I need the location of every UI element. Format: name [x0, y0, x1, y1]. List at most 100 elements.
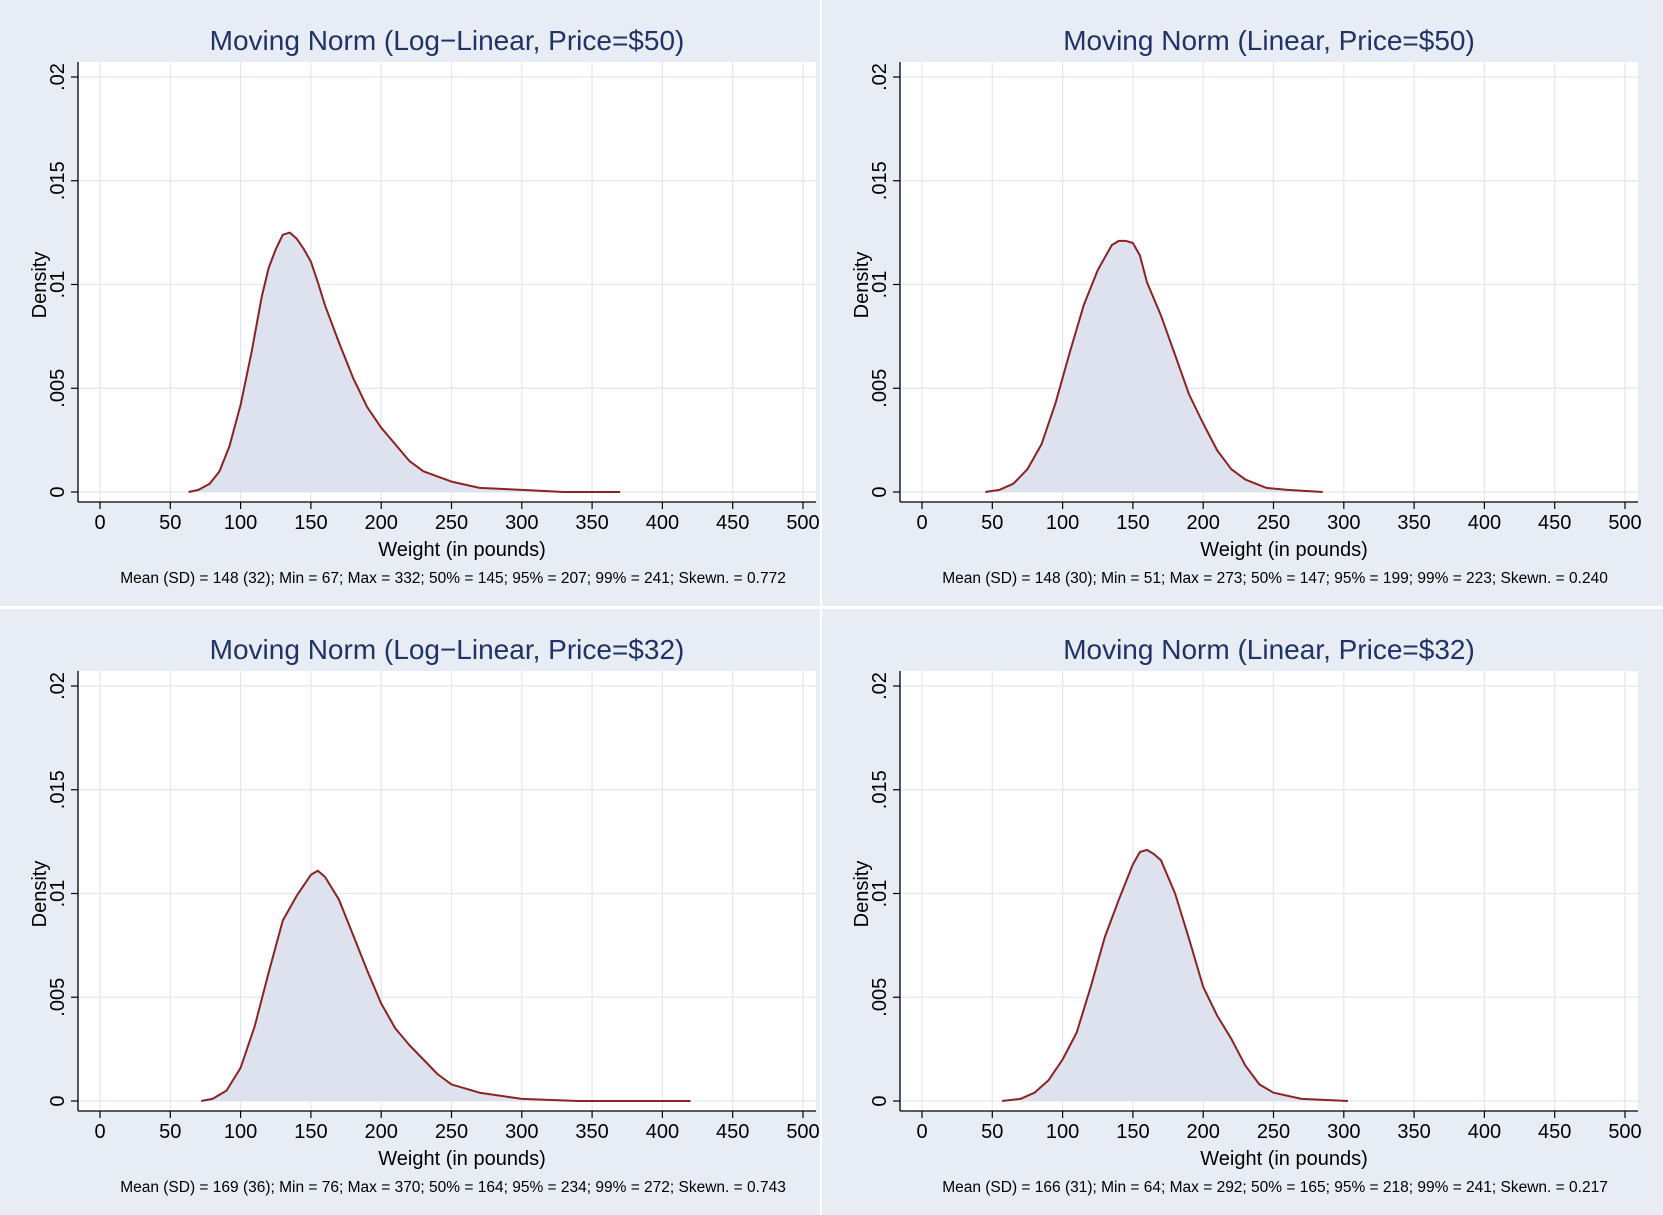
x-tick-label: 100: [1046, 512, 1079, 534]
density-line: [201, 869, 691, 1102]
x-tick-label: 450: [716, 512, 749, 534]
chart-title: Moving Norm (Linear, Price=$32): [1063, 634, 1475, 665]
y-tick-label: .015: [47, 161, 69, 200]
x-tick-label: 50: [159, 512, 181, 534]
chart-title: Moving Norm (Log−Linear, Price=$32): [210, 634, 685, 665]
y-tick-label: .02: [869, 672, 891, 700]
y-tick-label: .02: [47, 672, 69, 700]
density-line: [985, 239, 1323, 493]
summary-note: Mean (SD) = 148 (32); Min = 67; Max = 33…: [120, 570, 786, 587]
panel-divider: [0, 606, 1663, 609]
chart-title: Moving Norm (Linear, Price=$50): [1063, 25, 1475, 56]
histogram-area: [1002, 849, 1349, 1101]
x-axis-label: Weight (in pounds): [1200, 539, 1368, 561]
chart-panel: 0 50 100 150 200 250 300 350 400 450 500 0 .005 .01 .0…: [822, 0, 1642, 604]
y-tick-label: 0: [47, 1095, 69, 1106]
y-tick-label: 0: [869, 486, 891, 497]
y-tick-label: .005: [869, 978, 891, 1017]
chart-svg: 0 50 100 150 200 250 300 350 400 450 500 0 .005 .01 .0…: [851, 634, 1642, 1196]
plot-area: [78, 62, 816, 502]
chart-panel: 0 50 100 150 200 250 300 350 400 450 500 0 .005 .01 .0…: [0, 0, 820, 604]
x-tick-label: 400: [646, 512, 679, 534]
x-tick-label: 50: [159, 1121, 181, 1143]
x-tick-label: 0: [94, 1121, 105, 1143]
chart-svg: 0 50 100 150 200 250 300 350 400 450 500 0 .005 .01 .0…: [29, 634, 820, 1196]
y-tick-label: .005: [869, 369, 891, 408]
x-tick-label: 100: [224, 1121, 257, 1143]
y-tick-label: .015: [869, 161, 891, 200]
x-tick-label: 250: [1257, 512, 1290, 534]
x-tick-label: 250: [435, 1121, 468, 1143]
y-tick-label: .005: [47, 369, 69, 408]
summary-note: Mean (SD) = 148 (30); Min = 51; Max = 27…: [942, 570, 1608, 587]
x-tick-label: 500: [1608, 1121, 1641, 1143]
y-tick-label: .01: [47, 271, 69, 299]
x-tick-label: 400: [1468, 1121, 1501, 1143]
x-tick-label: 250: [435, 512, 468, 534]
chart-svg: 0 50 100 150 200 250 300 350 400 450 500 0 .005 .01 .0…: [851, 25, 1642, 587]
x-axis-label: Weight (in pounds): [1200, 1148, 1368, 1170]
y-tick-label: 0: [869, 1095, 891, 1106]
x-tick-label: 50: [981, 512, 1003, 534]
density-line: [1001, 848, 1349, 1102]
y-tick-label: .01: [869, 271, 891, 299]
density-line: [188, 231, 621, 493]
x-axis-label: Weight (in pounds): [378, 1148, 546, 1170]
x-tick-label: 450: [1538, 1121, 1571, 1143]
x-tick-label: 400: [1468, 512, 1501, 534]
summary-note: Mean (SD) = 169 (36); Min = 76; Max = 37…: [120, 1179, 786, 1196]
y-axis-label: Density: [29, 861, 51, 928]
x-tick-label: 100: [224, 512, 257, 534]
chart-svg: 0 50 100 150 200 250 300 350 400 450 500 0 .005 .01 .0…: [29, 25, 820, 587]
x-tick-label: 150: [1116, 512, 1149, 534]
y-axis-label: Density: [851, 861, 873, 928]
y-axis-label: Density: [851, 252, 873, 319]
y-tick-label: .01: [47, 880, 69, 908]
x-tick-label: 200: [365, 512, 398, 534]
plot-area: [900, 671, 1638, 1111]
x-tick-label: 150: [294, 512, 327, 534]
plot-area: [900, 62, 1638, 502]
chart-title: Moving Norm (Log−Linear, Price=$50): [210, 25, 685, 56]
summary-note: Mean (SD) = 166 (31); Min = 64; Max = 29…: [942, 1179, 1608, 1196]
x-tick-label: 400: [646, 1121, 679, 1143]
y-tick-label: .01: [869, 880, 891, 908]
x-tick-label: 300: [1327, 1121, 1360, 1143]
x-tick-label: 300: [505, 512, 538, 534]
x-axis-label: Weight (in pounds): [378, 539, 546, 561]
plot-area: [78, 671, 816, 1111]
x-tick-label: 500: [1608, 512, 1641, 534]
y-axis-label: Density: [29, 252, 51, 319]
x-tick-label: 350: [1397, 512, 1430, 534]
histogram-area: [188, 232, 621, 492]
y-tick-label: .02: [47, 63, 69, 91]
x-tick-label: 350: [575, 1121, 608, 1143]
x-tick-label: 500: [786, 512, 819, 534]
y-tick-label: .015: [869, 770, 891, 809]
x-tick-label: 500: [786, 1121, 819, 1143]
x-tick-label: 450: [1538, 512, 1571, 534]
x-tick-label: 200: [1187, 1121, 1220, 1143]
histogram-area: [201, 870, 691, 1101]
histogram-area: [985, 240, 1323, 492]
y-tick-label: 0: [47, 486, 69, 497]
x-tick-label: 0: [916, 512, 927, 534]
x-tick-label: 200: [1187, 512, 1220, 534]
x-tick-label: 50: [981, 1121, 1003, 1143]
y-tick-label: .005: [47, 978, 69, 1017]
x-tick-label: 100: [1046, 1121, 1079, 1143]
x-tick-label: 300: [1327, 512, 1360, 534]
x-tick-label: 450: [716, 1121, 749, 1143]
x-tick-label: 150: [1116, 1121, 1149, 1143]
x-tick-label: 350: [575, 512, 608, 534]
chart-panel: 0 50 100 150 200 250 300 350 400 450 500 0 .005 .01 .0…: [822, 609, 1642, 1213]
x-tick-label: 350: [1397, 1121, 1430, 1143]
x-tick-label: 200: [365, 1121, 398, 1143]
x-tick-label: 250: [1257, 1121, 1290, 1143]
chart-panel: 0 50 100 150 200 250 300 350 400 450 500 0 .005 .01 .0…: [0, 609, 820, 1213]
y-tick-label: .02: [869, 63, 891, 91]
x-tick-label: 150: [294, 1121, 327, 1143]
x-tick-label: 0: [94, 512, 105, 534]
x-tick-label: 300: [505, 1121, 538, 1143]
